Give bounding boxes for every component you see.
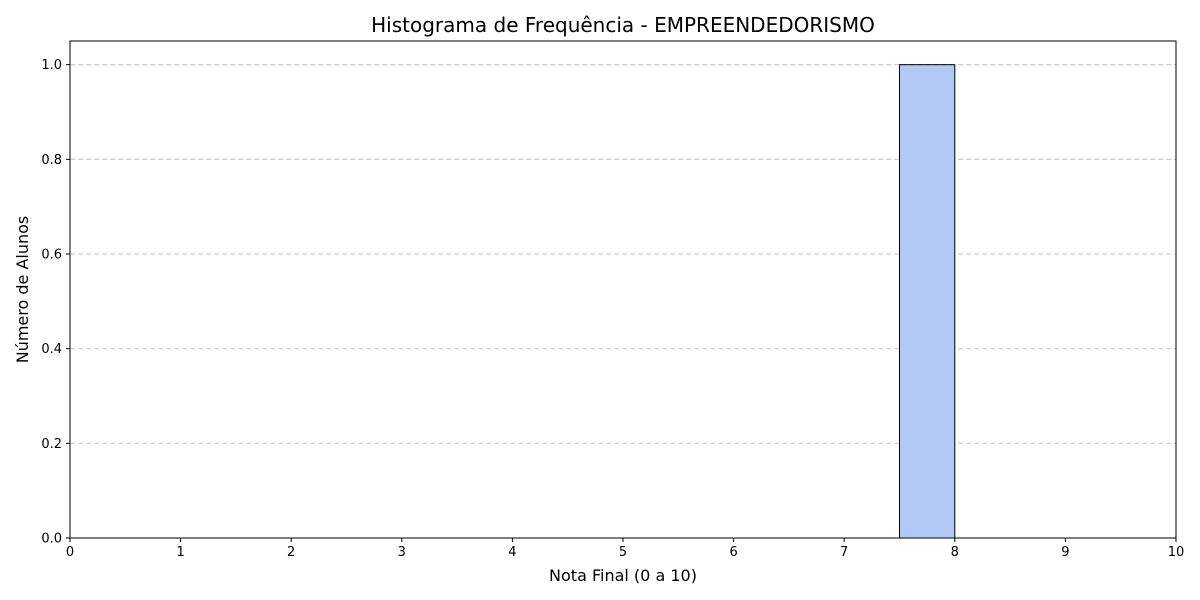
grid-lines (70, 64, 1176, 444)
y-tick-label: 0.6 (41, 248, 62, 263)
bars (899, 64, 956, 539)
y-tick-label: 0.0 (41, 532, 62, 547)
x-tick-label: 4 (508, 545, 516, 560)
x-axis-label: Nota Final (0 a 10) (549, 566, 697, 585)
y-tick-label: 1.0 (41, 58, 62, 73)
x-tick-label: 0 (66, 545, 74, 560)
y-tick-label: 0.8 (41, 153, 62, 168)
x-tick-label: 10 (1168, 545, 1185, 560)
y-axis-ticks: 0.0 0.2 0.4 0.6 0.8 1.0 (41, 58, 70, 547)
x-tick-label: 9 (1061, 545, 1069, 560)
x-axis-ticks: 0 1 2 3 4 5 6 7 8 9 10 (66, 538, 1184, 560)
x-tick-label: 2 (287, 545, 295, 560)
x-tick-label: 7 (840, 545, 848, 560)
plot-frame (69, 40, 1177, 539)
chart-title: Histograma de Frequência - EMPREENDEDORI… (371, 13, 875, 37)
x-tick-label: 8 (951, 545, 959, 560)
y-tick-label: 0.4 (41, 342, 62, 357)
histogram-bar (899, 64, 956, 539)
y-tick-label: 0.2 (41, 437, 62, 452)
y-axis-label: Número de Alunos (13, 216, 32, 364)
x-tick-label: 6 (729, 545, 737, 560)
x-tick-label: 3 (398, 545, 406, 560)
x-tick-label: 1 (176, 545, 184, 560)
x-tick-label: 5 (619, 545, 627, 560)
